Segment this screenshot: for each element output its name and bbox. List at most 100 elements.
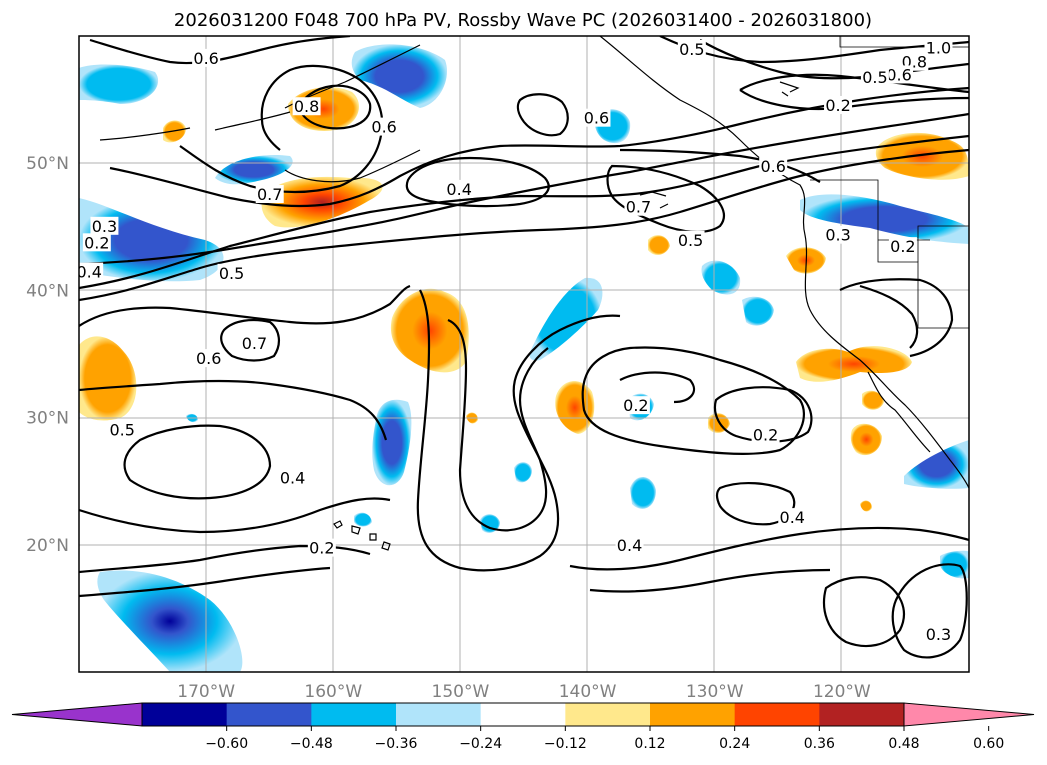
contour-label-bg: [778, 508, 807, 527]
contour-label: 0.4: [778, 508, 807, 527]
colorbar-extend-min: [11, 702, 143, 727]
contour-label: 0.4: [445, 179, 474, 199]
contour-label-bg: [615, 536, 644, 555]
contour-label-bg: [888, 237, 917, 256]
colorbar-tick-label: −0.12: [544, 736, 587, 752]
contour-label-text: 1.0: [926, 39, 951, 58]
contour-label: 1.0: [924, 38, 953, 58]
colorbar-swatch: [396, 703, 482, 726]
contour-label-text: 0.5: [862, 68, 887, 87]
contour-label-text: 0.2: [753, 425, 778, 444]
positive-anomaly-aleutian-jet: [261, 176, 383, 228]
contour-label: 0.5: [217, 263, 246, 283]
colorbar-swatch: [311, 703, 397, 726]
contour-label: 0.5: [676, 230, 705, 250]
contour-label: 0.7: [255, 185, 284, 204]
contour-labels: 0.60.80.6 0.60.5 1.00.80.60.50.20.60.7 0.40…: [76, 38, 953, 644]
map-frame: [78, 35, 970, 673]
contour-label: 0.2: [82, 233, 111, 252]
positive-anomaly-small-east-4: [850, 423, 882, 456]
colorbar-swatch: [734, 703, 820, 726]
contour-label: 0.3: [824, 225, 853, 245]
contour-label-bg: [194, 349, 223, 368]
colorbar-tick-label: −0.48: [290, 736, 333, 752]
contour-label: 0.2: [751, 425, 780, 444]
colorbar-swatch: [480, 703, 566, 726]
contour-label-bg: [582, 108, 611, 127]
map-title: 2026031200 F048 700 hPa PV, Rossby Wave …: [174, 10, 872, 31]
contour-label: 0.2: [824, 95, 853, 115]
colorbar-swatch: [142, 703, 228, 726]
contour-label-bg: [624, 197, 653, 216]
contour-label-text: 0.6: [196, 349, 221, 368]
colorbar-extend-max: [903, 702, 1035, 727]
contour-label-text: 0.4: [76, 263, 101, 282]
colorbar-outline: [141, 702, 905, 727]
colorbar-tick-label: 0.48: [888, 736, 919, 752]
contour-label-text: 0.4: [280, 469, 305, 488]
colorbar-tick-label: −0.60: [205, 736, 248, 752]
negative-anomaly-small-1: [630, 476, 656, 509]
contour-label-text: 0.6: [584, 109, 609, 128]
latitude-labels: 20°N 30°N 40°N 50°N: [26, 154, 69, 556]
negative-anomaly-west-north: [79, 64, 159, 104]
contour-label: 0.5: [677, 39, 706, 59]
longitude-labels: 170°W 160°W 150°W 140°W 130°W 120°W: [177, 682, 871, 702]
contour-label: 0.3: [924, 625, 953, 644]
negative-anomaly-small-4: [354, 512, 372, 527]
contour-label-text: 0.2: [84, 233, 109, 252]
contour-label: 0.5: [108, 420, 137, 439]
contour-label-bg: [82, 233, 111, 252]
contour-label-text: 0.3: [92, 217, 117, 236]
lon-tick-label: 160°W: [304, 682, 362, 702]
contour-label-text: 0.5: [679, 40, 704, 59]
lat-tick-label: 40°N: [26, 281, 69, 301]
contour-label-bg: [79, 262, 104, 281]
colorbar: −0.60 −0.48 −0.36 −0.24 −0.12 0.12 0.24 0.36 0.4…: [11, 702, 1035, 752]
positive-anomaly-west-subtropic: [79, 336, 137, 421]
lon-tick-label: 150°W: [432, 682, 490, 702]
lon-tick-label: 120°W: [813, 682, 871, 702]
positive-anomaly-mid: [555, 381, 595, 434]
contour-label-bg: [90, 216, 119, 235]
contour-label: 0.2: [307, 538, 336, 558]
lon-tick-label: 140°W: [559, 682, 617, 702]
contour-label-text: 0.5: [219, 264, 244, 283]
contour-label-text: 0.2: [890, 237, 915, 256]
map-content: 0.60.80.6 0.60.5 1.00.80.60.50.20.60.7 0.40…: [76, 36, 969, 672]
contour-label: 0.6: [759, 157, 788, 176]
contour-label: 0.6: [582, 108, 611, 128]
contour-label-bg: [759, 157, 788, 176]
positive-anomaly-east-2: [796, 346, 912, 382]
contour-label-bg: [217, 263, 246, 282]
contour-label: 0.6: [192, 48, 221, 68]
contour-label-text: 0.8: [294, 97, 319, 116]
contour-label-bg: [255, 185, 284, 203]
contour-label-bg: [885, 65, 914, 84]
colorbar-tick-label: 0.12: [634, 736, 665, 752]
negative-anomaly-coast: [800, 194, 969, 244]
contour-label-bg: [924, 625, 953, 644]
contour-label-bg: [621, 396, 650, 415]
negative-anomaly-east-2: [742, 296, 774, 326]
contour-label-bg: [108, 420, 137, 439]
contour-label-bg: [924, 38, 953, 57]
contour-label-text: 0.4: [780, 508, 805, 527]
positive-anomaly-small-mid-2: [648, 235, 670, 255]
contour-label-text: 0.6: [371, 118, 396, 137]
contour-label-bg: [292, 97, 321, 116]
contour-label-text: 0.6: [760, 157, 785, 176]
coastlines: [99, 36, 969, 551]
contour-label-bg: [751, 425, 780, 444]
contour-label-bg: [824, 225, 853, 244]
negative-anomaly-central-low: [372, 399, 412, 486]
negative-anomaly-aleutian: [215, 154, 293, 185]
contour-label-bg: [192, 48, 221, 67]
lat-tick-label: 20°N: [26, 536, 69, 556]
contour-label: 0.4: [615, 536, 644, 555]
contour-label-bg: [677, 39, 706, 58]
negative-anomaly-small-2: [514, 462, 532, 483]
contour-label-text: 0.2: [309, 539, 334, 558]
contour-label-bg: [676, 230, 705, 249]
